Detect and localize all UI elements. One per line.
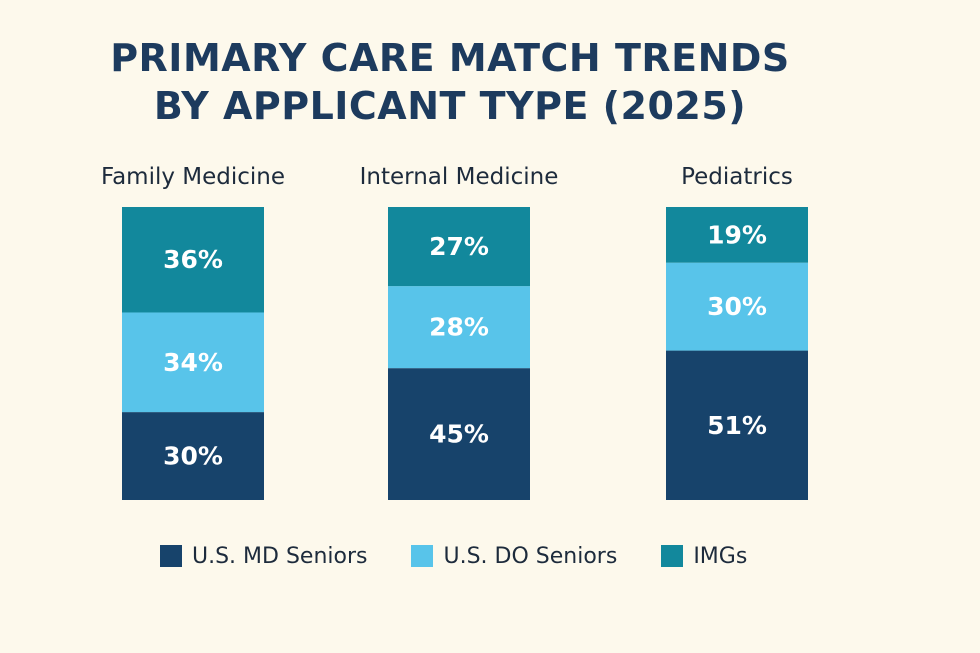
chart-title: PRIMARY CARE MATCH TRENDS BY APPLICANT T… — [0, 34, 900, 130]
bar-segment-family-medicine-imgs — [122, 207, 264, 313]
bar-segment-internal-medicine-u-s-do-seniors — [388, 286, 530, 369]
legend-label-imgs: IMGs — [693, 543, 748, 569]
legend-label-do-seniors: U.S. DO Seniors — [443, 543, 618, 569]
bar-segment-pediatrics-imgs — [666, 207, 808, 263]
bar-segment-internal-medicine-imgs — [388, 207, 530, 287]
data-label-pediatrics-imgs: 19% — [707, 220, 767, 249]
data-label-pediatrics-u-s-md-seniors: 51% — [707, 411, 767, 440]
data-label-family-medicine-u-s-do-seniors: 34% — [163, 348, 223, 377]
chart-title-line-1: PRIMARY CARE MATCH TRENDS — [110, 36, 790, 80]
legend-swatch-imgs — [661, 545, 684, 567]
data-label-family-medicine-u-s-md-seniors: 30% — [163, 442, 223, 471]
legend-swatch-do-seniors — [411, 545, 434, 567]
legend-item-imgs: IMGs — [661, 544, 747, 569]
data-label-pediatrics-u-s-do-seniors: 30% — [707, 292, 767, 321]
data-label-family-medicine-imgs: 36% — [163, 245, 223, 274]
category-label-internal-medicine: Internal Medicine — [360, 164, 559, 190]
legend-swatch-md-seniors — [160, 545, 182, 567]
bar-segment-internal-medicine-u-s-md-seniors — [388, 368, 530, 500]
data-label-internal-medicine-u-s-md-seniors: 45% — [429, 420, 489, 449]
data-label-internal-medicine-imgs: 27% — [429, 232, 489, 261]
category-label-pediatrics: Pediatrics — [681, 164, 793, 190]
bar-segment-family-medicine-u-s-do-seniors — [122, 312, 264, 413]
bar-segment-pediatrics-u-s-do-seniors — [666, 262, 808, 351]
legend-label-md-seniors: U.S. MD Seniors — [192, 543, 368, 569]
data-label-internal-medicine-u-s-do-seniors: 28% — [429, 313, 489, 342]
legend-item-do-seniors: U.S. DO Seniors — [411, 544, 617, 569]
category-label-family-medicine: Family Medicine — [101, 164, 285, 190]
legend: U.S. MD Seniors U.S. DO Seniors IMGs — [160, 541, 791, 571]
bar-segment-family-medicine-u-s-md-seniors — [122, 412, 264, 500]
chart-title-line-2: BY APPLICANT TYPE (2025) — [153, 84, 747, 128]
legend-item-md-seniors: U.S. MD Seniors — [160, 544, 367, 569]
bar-segment-pediatrics-u-s-md-seniors — [666, 350, 808, 500]
